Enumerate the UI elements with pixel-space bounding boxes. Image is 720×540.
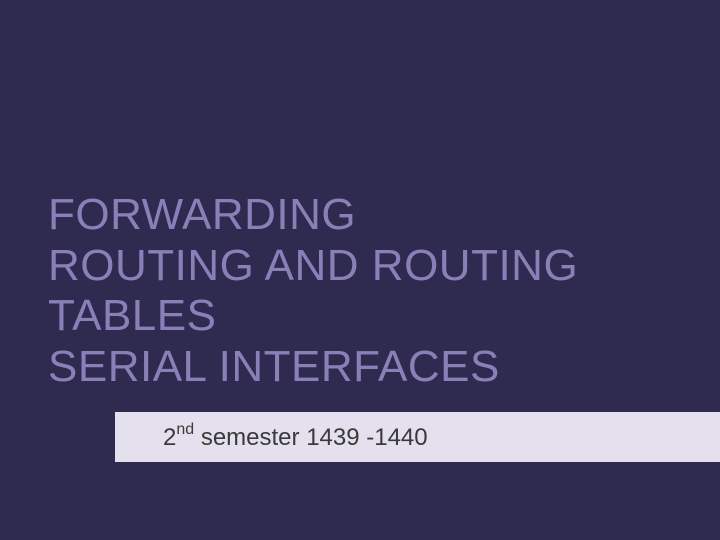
- title-block: FORWARDING ROUTING AND ROUTING TABLES SE…: [48, 190, 668, 392]
- ordinal-number: 2: [163, 424, 176, 451]
- title-line-2: ROUTING AND ROUTING: [48, 241, 668, 292]
- title-line-3: TABLES: [48, 291, 668, 342]
- subtitle-bar: 2nd semester 1439 -1440: [115, 412, 720, 462]
- subtitle-rest: semester 1439 -1440: [194, 424, 427, 451]
- subtitle-text: 2nd semester 1439 -1440: [163, 423, 428, 452]
- title-line-1: FORWARDING: [48, 190, 668, 241]
- ordinal-suffix: nd: [176, 421, 194, 438]
- title-line-4: SERIAL INTERFACES: [48, 342, 668, 393]
